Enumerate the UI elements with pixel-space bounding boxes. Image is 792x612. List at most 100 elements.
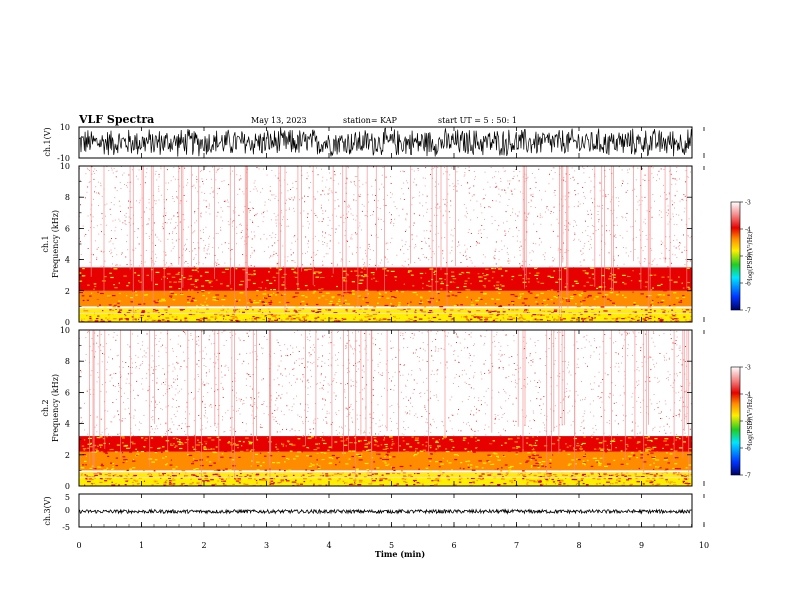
spectrogram-speckle [591, 217, 592, 219]
spectrogram-texture [292, 281, 296, 284]
spectrogram-speckle [353, 218, 355, 220]
spectrogram-speckle [642, 250, 644, 252]
spectrogram-speckle [79, 179, 81, 181]
spectrogram-speckle [359, 247, 361, 249]
spectrogram-texture [582, 481, 585, 483]
spectrogram-texture [211, 484, 215, 486]
spectrogram-texture [94, 285, 97, 288]
spectrogram-texture [251, 472, 253, 474]
spectrogram-texture [415, 309, 417, 311]
spectrogram-speckle [679, 243, 681, 245]
spectrogram-texture [276, 318, 278, 320]
spectrogram-texture [624, 296, 627, 299]
spectrogram-speckle [320, 207, 322, 209]
spectrogram-texture [478, 460, 482, 462]
spectrogram-texture [341, 318, 343, 320]
spectrogram-texture [135, 480, 139, 482]
spectrogram-speckle [637, 201, 639, 203]
spectrogram-speckle [541, 199, 542, 201]
spectrogram-speckle [650, 207, 652, 209]
spectrogram-speckle [130, 264, 132, 265]
spectrogram-texture [102, 293, 107, 295]
spectrogram-texture [150, 473, 152, 476]
spectrogram-speckle [176, 196, 178, 198]
spectrogram-texture [657, 294, 662, 296]
spectrogram-texture [478, 276, 482, 278]
spectrogram-speckle [182, 186, 184, 188]
spectrogram-texture [620, 275, 623, 278]
spectrogram-texture [194, 269, 198, 271]
spectrogram-speckle [304, 201, 306, 203]
spectrogram-speckle [249, 210, 251, 211]
spectrogram-texture [603, 483, 605, 485]
spectrogram-speckle [641, 168, 643, 170]
spectrogram-speckle [505, 192, 507, 194]
spectrogram-speckle [145, 250, 147, 251]
spectrogram-texture [450, 271, 455, 273]
spectrogram-texture [184, 319, 187, 321]
spectrogram-texture [223, 474, 226, 476]
spectrogram-speckle [200, 215, 201, 217]
spectrogram-speckle [127, 249, 129, 251]
spectrogram-texture [616, 294, 619, 296]
spectrogram-texture [275, 272, 280, 274]
ch1-spectrogram-image [79, 166, 692, 322]
spectrogram-texture [553, 480, 557, 482]
spectrogram-texture [287, 475, 291, 477]
spectrogram-texture [373, 318, 376, 320]
spectrogram-speckle [164, 222, 166, 223]
spectrogram-speckle [126, 185, 127, 186]
spectrogram-speckle [403, 182, 405, 184]
spectrogram-texture [439, 306, 444, 308]
spectrogram-texture [480, 291, 483, 293]
spectrogram-speckle [667, 223, 669, 225]
spectrogram-texture [190, 278, 192, 280]
spectrogram-speckle [275, 195, 277, 197]
spectrogram-texture [209, 317, 212, 319]
spectrogram-texture [355, 475, 358, 477]
spectrogram-texture [457, 310, 461, 312]
spectrogram-texture [171, 316, 175, 318]
spectrogram-speckle [473, 209, 475, 211]
spectrogram-texture [169, 291, 174, 293]
spectrogram-speckle [307, 251, 308, 253]
spectrogram-texture [470, 318, 473, 320]
spectrogram-texture [539, 476, 543, 478]
spectrogram-texture [115, 308, 117, 310]
spectrogram-speckle [588, 176, 590, 178]
spectrogram-speckle [314, 198, 316, 200]
spectrogram-texture [204, 475, 208, 477]
spectrogram-texture [96, 472, 99, 474]
spectrogram-streak [611, 166, 613, 291]
spectrogram-speckle [233, 212, 235, 214]
spectrogram-speckle [581, 254, 583, 256]
spectrogram-texture [93, 281, 96, 284]
spectrogram-speckle [361, 229, 362, 231]
spectrogram-speckle [347, 216, 348, 218]
spectrogram-speckle [155, 234, 156, 236]
spectrogram-speckle [340, 260, 342, 262]
spectrogram-speckle [216, 264, 218, 266]
spectrogram-texture [382, 460, 386, 462]
spectrogram-speckle [552, 260, 554, 262]
spectrogram-texture [239, 315, 244, 317]
spectrogram-speckle [199, 230, 201, 232]
spectrogram-speckle [510, 189, 512, 191]
spectrogram-texture [488, 311, 492, 313]
spectrogram-texture [642, 473, 646, 475]
spectrogram-texture [306, 481, 311, 484]
spectrogram-speckle [184, 262, 185, 264]
spectrogram-texture [285, 318, 289, 320]
spectrogram-texture [599, 294, 601, 296]
spectrogram-speckle [537, 215, 539, 217]
spectrogram-speckle [343, 222, 345, 223]
spectrogram-speckle [193, 242, 194, 243]
spectrogram-texture [435, 268, 439, 270]
spectrogram-texture [256, 473, 260, 475]
spectrogram-texture [234, 295, 236, 297]
spectrogram-texture [174, 317, 178, 319]
spectrogram-texture [354, 306, 356, 308]
start-time-label: start UT = 5 : 50: 1 [438, 116, 517, 125]
spectrogram-speckle [108, 170, 110, 171]
spectrogram-speckle [470, 199, 472, 201]
